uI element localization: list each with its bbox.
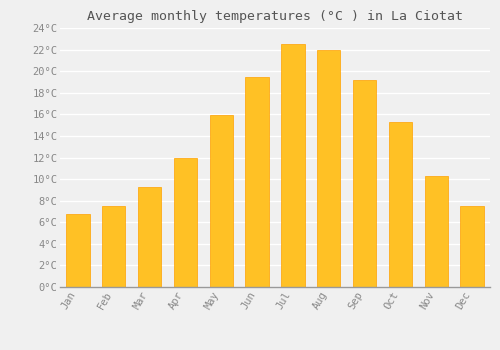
- Bar: [210, 116, 233, 287]
- Bar: [424, 176, 448, 287]
- Bar: [246, 77, 268, 287]
- Bar: [138, 187, 161, 287]
- Bar: [66, 214, 90, 287]
- Title: Average monthly temperatures (°C ) in La Ciotat: Average monthly temperatures (°C ) in La…: [87, 10, 463, 23]
- Bar: [460, 206, 483, 287]
- Bar: [353, 80, 376, 287]
- Bar: [174, 158, 197, 287]
- Bar: [389, 122, 412, 287]
- Bar: [282, 44, 304, 287]
- Bar: [102, 206, 126, 287]
- Bar: [317, 50, 340, 287]
